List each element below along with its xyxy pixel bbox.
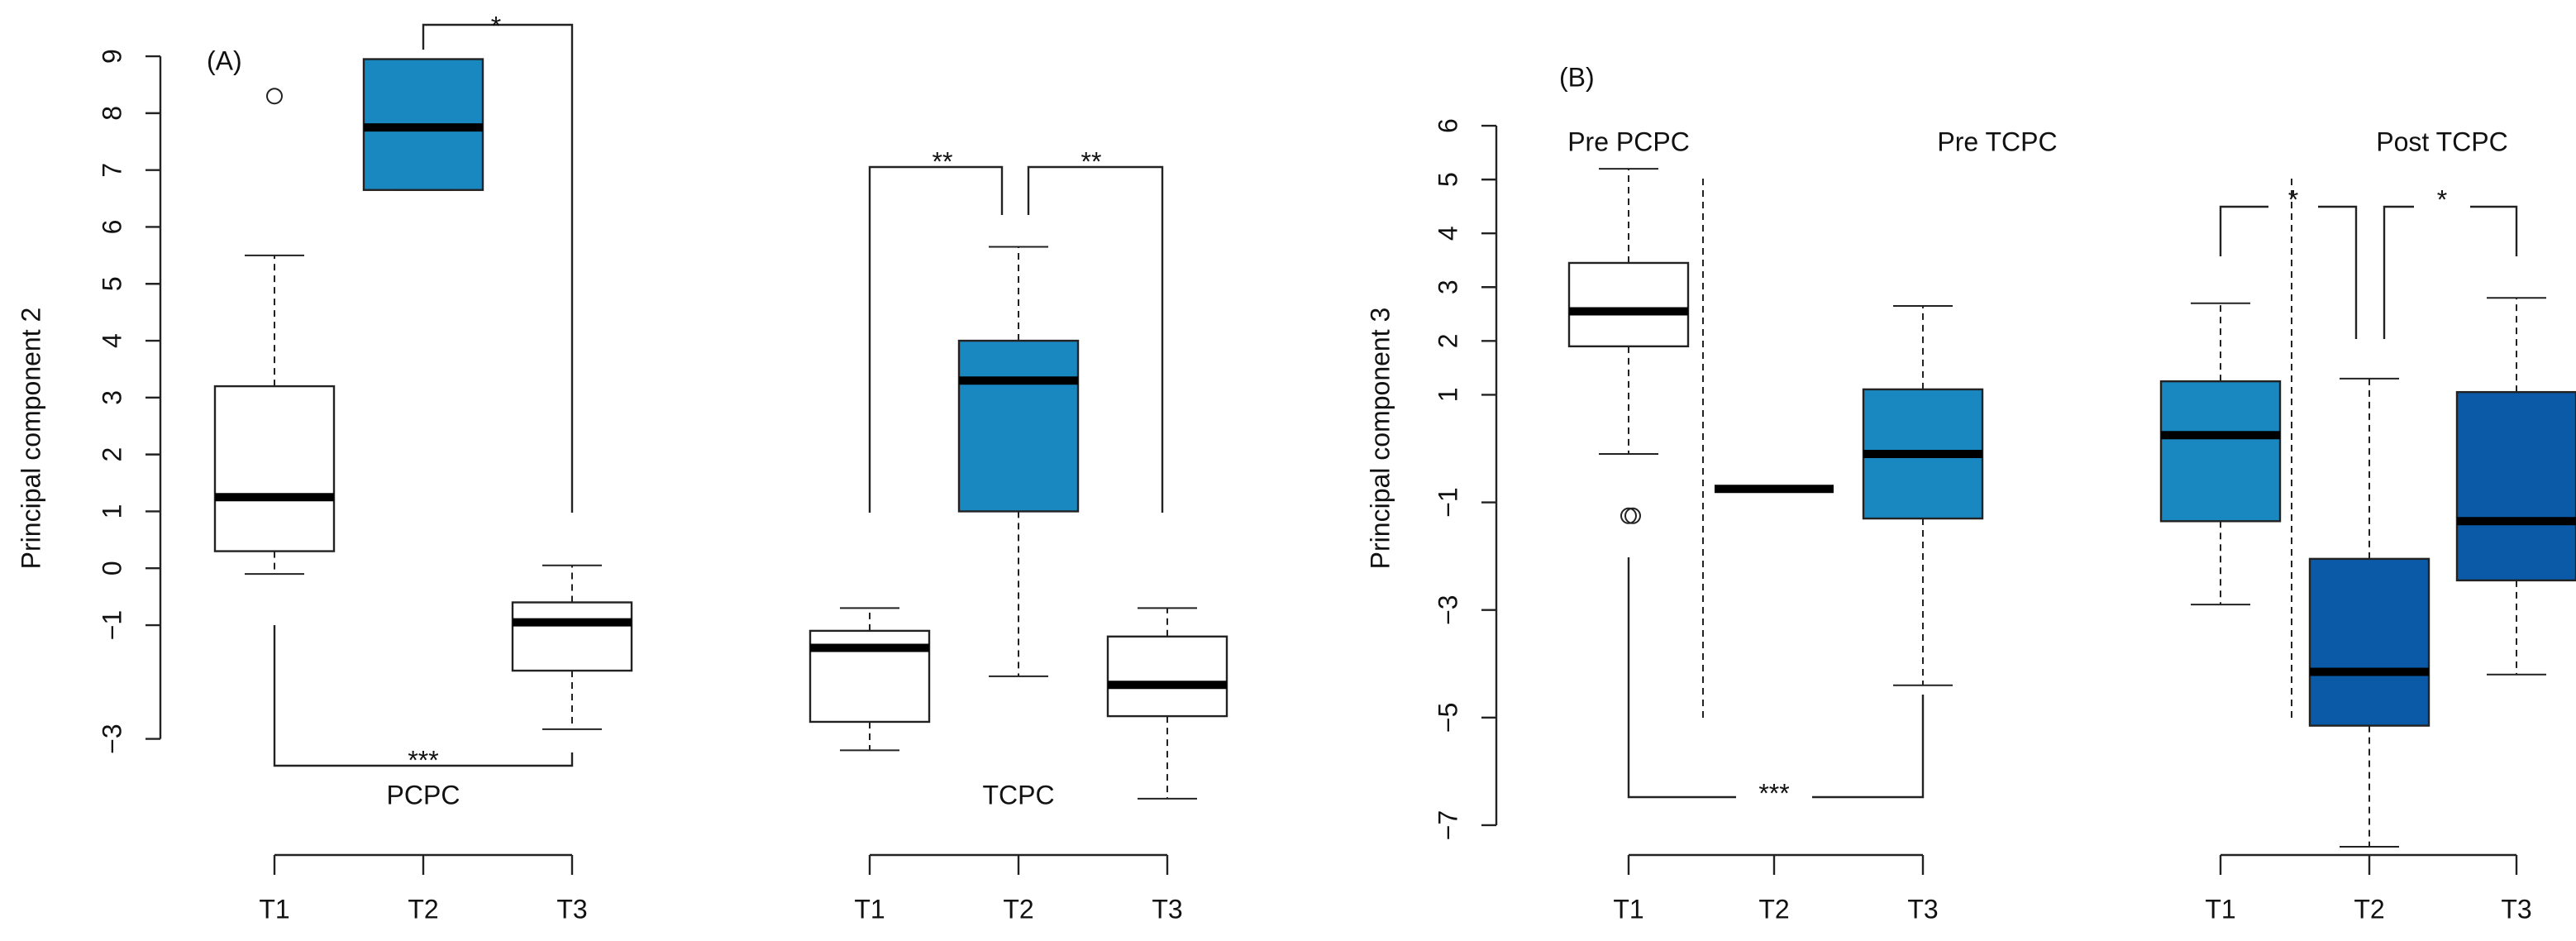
annotation: Post TCPC [2376, 127, 2507, 156]
x-tick-label: T2 [408, 894, 438, 924]
y-tick-label: −7 [1433, 810, 1462, 840]
y-tick-label: 3 [1433, 279, 1462, 294]
box [1567, 261, 1690, 348]
box [957, 339, 1080, 513]
y-tick-label: −5 [1433, 703, 1462, 733]
annotation: ** [933, 146, 953, 176]
y-tick-label: −3 [1433, 595, 1462, 624]
y-tick-label: 9 [97, 49, 126, 64]
panel: (B) Principal component 3 −7 −5 −3 −1 1 2 3 4 5 6 T1… [1365, 62, 2576, 924]
panel-title: (A) [207, 45, 242, 75]
y-tick-label: 8 [97, 106, 126, 121]
x-tick-label: T1 [259, 894, 289, 924]
box [511, 601, 633, 672]
significance-bracket [273, 625, 574, 767]
panel-title: (B) [1559, 62, 1595, 92]
x-tick-label: T2 [1758, 894, 1789, 924]
y-tick-label: 0 [97, 561, 126, 576]
annotation: *** [408, 745, 438, 775]
annotation: * [491, 11, 501, 41]
annotation: Pre TCPC [1937, 127, 2057, 156]
x-tick-label: T1 [854, 894, 885, 924]
significance-bracket [422, 23, 574, 513]
panel: (A) Principal component 2 −3 −1 0 1 2 3 4 5 6 7 8 9 PC… [16, 11, 1228, 924]
annotation: *** [1758, 778, 1789, 808]
annotation: ** [1081, 146, 1102, 176]
y-tick-label: 3 [97, 390, 126, 405]
x-tick-label: T3 [1907, 894, 1938, 924]
y-tick-label: −1 [1433, 487, 1462, 517]
significance-bracket [1627, 557, 1925, 799]
y-tick-label: 2 [97, 447, 126, 462]
outlier [1624, 507, 1641, 524]
outlier [266, 88, 283, 105]
annotation: * [2288, 184, 2298, 214]
box [2308, 557, 2431, 727]
x-tick-label: T2 [2354, 894, 2384, 924]
outlier [1620, 507, 1637, 524]
y-axis-label: Principal component 2 [16, 308, 45, 570]
significance-bracket [1027, 165, 1164, 513]
group-label: TCPC [982, 780, 1054, 810]
y-tick-label: 4 [97, 333, 126, 348]
y-tick-label: 7 [97, 163, 126, 178]
y-axis-label: Principal component 3 [1365, 308, 1395, 570]
significance-bracket [868, 165, 1004, 513]
y-tick-label: 1 [1433, 387, 1462, 402]
x-tick-label: T3 [556, 894, 587, 924]
y-tick-label: 5 [97, 276, 126, 291]
y-tick-label: 4 [1433, 226, 1462, 241]
x-tick-label: T1 [1613, 894, 1643, 924]
x-tick-label: T1 [2205, 894, 2235, 924]
y-tick-label: 1 [97, 504, 126, 519]
y-tick-label: 6 [1433, 118, 1462, 133]
annotation: Pre PCPC [1567, 127, 1690, 156]
y-tick-label: 6 [97, 220, 126, 235]
box [213, 385, 336, 552]
x-tick-label: T3 [2501, 894, 2531, 924]
y-tick-label: −3 [97, 724, 126, 753]
annotation: * [2437, 184, 2447, 214]
box [2455, 390, 2576, 582]
y-tick-label: −1 [97, 610, 126, 640]
y-tick-label: 5 [1433, 172, 1462, 187]
significance-bracket [2383, 205, 2518, 339]
significance-bracket [2219, 205, 2358, 339]
x-tick-label: T3 [1152, 894, 1182, 924]
box [1106, 635, 1228, 718]
group-label: PCPC [387, 780, 460, 810]
box [2159, 380, 2282, 523]
y-tick-label: 2 [1433, 333, 1462, 348]
x-tick-label: T2 [1003, 894, 1033, 924]
